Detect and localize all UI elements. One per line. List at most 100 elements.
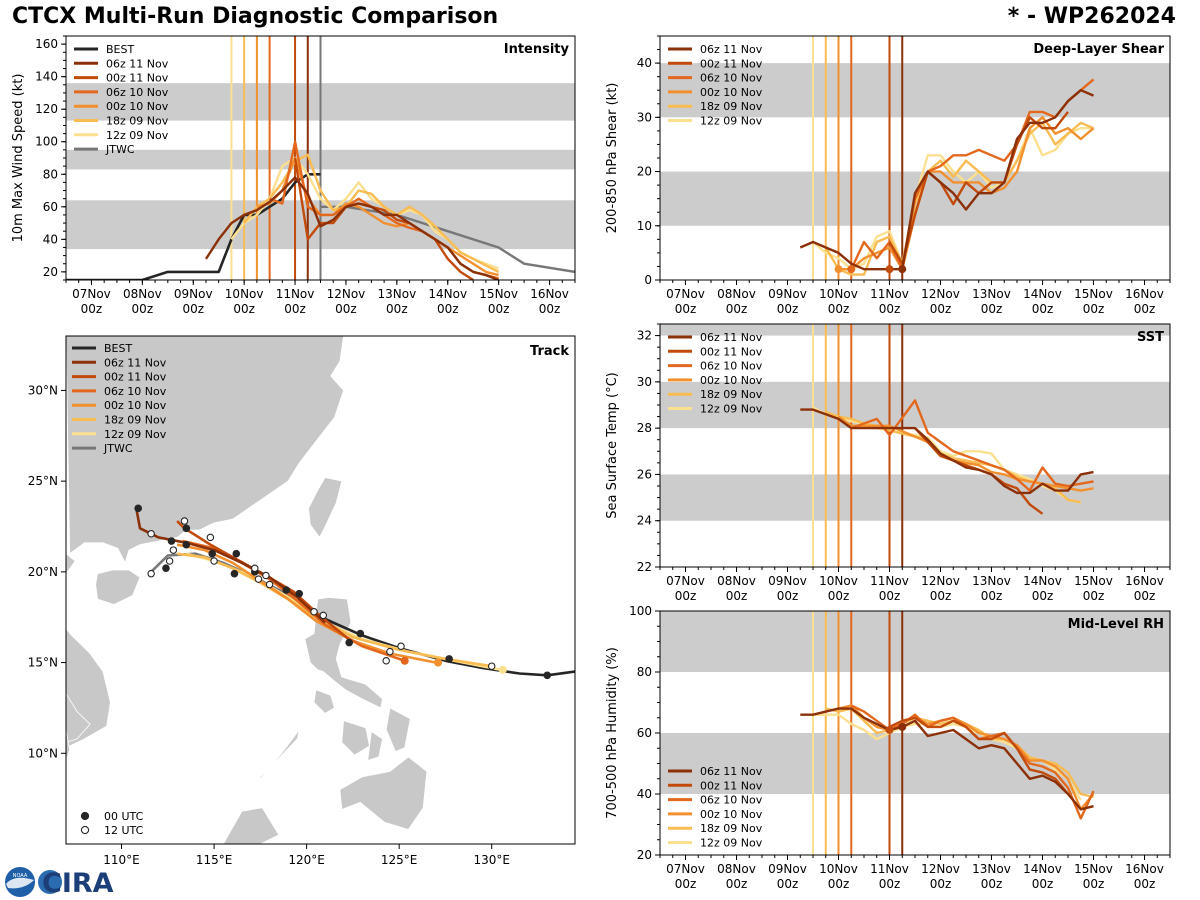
lat-tick-label: 20°N: [28, 565, 58, 579]
x-tick-label-hour: 00z: [675, 589, 697, 603]
y-tick-label: 22: [637, 560, 652, 574]
y-tick-label: 60: [43, 200, 58, 214]
point-marker-06z-11-nov: [898, 722, 907, 731]
x-tick-label-day: 14Nov: [1023, 287, 1062, 301]
x-tick-label-hour: 00z: [488, 302, 510, 316]
x-tick-label-hour: 00z: [879, 877, 901, 891]
series-line-06z-11-nov: [204, 176, 500, 280]
x-tick-label-day: 15Nov: [1074, 287, 1113, 301]
y-tick-label: 0: [644, 273, 652, 287]
track-point-00utc: [167, 537, 176, 545]
x-tick-label-hour: 00z: [777, 589, 799, 603]
x-tick-label-day: 10Nov: [819, 862, 858, 876]
x-tick-label-hour: 00z: [284, 302, 306, 316]
lat-tick-label: 15°N: [28, 656, 58, 670]
shaded-band: [660, 611, 1170, 672]
x-tick-label-hour: 00z: [930, 877, 952, 891]
track-point-12utc: [310, 608, 318, 616]
x-tick-label-hour: 00z: [1032, 877, 1054, 891]
x-tick-label-hour: 00z: [182, 302, 204, 316]
x-tick-label-hour: 00z: [777, 877, 799, 891]
legend-label-06z-10-nov: 06z 10 Nov: [700, 360, 763, 373]
x-tick-label-hour: 00z: [1134, 589, 1156, 603]
track-map-area: [66, 336, 575, 844]
legend-label-06z-11-nov: 06z 11 Nov: [700, 43, 763, 56]
marker-legend-label: 00 UTC: [104, 810, 144, 823]
track-line-18z-09-nov: [176, 552, 492, 668]
x-tick-label-hour: 00z: [930, 302, 952, 316]
track-point-00utc: [162, 564, 170, 573]
mindanao-land: [339, 756, 428, 830]
panel-title: Deep-Layer Shear: [1033, 42, 1164, 57]
series-line-06z-11-nov: [800, 707, 1094, 811]
track-point-12utc: [147, 569, 155, 578]
track-point-00utc-06z-10-nov: [400, 656, 409, 665]
track-point-12utc: [319, 611, 328, 620]
x-tick-label-hour: 00z: [726, 302, 748, 316]
x-tick-label-day: 09Nov: [174, 287, 213, 301]
legend-label-18z-09-nov: 18z 09 Nov: [104, 414, 167, 427]
panel-title: Track: [530, 344, 569, 359]
marker-legend-label: 12 UTC: [104, 824, 144, 837]
legend-label-12z-09-nov: 12z 09 Nov: [700, 403, 763, 416]
lon-tick-label: 125°E: [381, 853, 418, 867]
marker-legend-12-utc: [80, 825, 90, 835]
series-line-06z-10-nov: [850, 399, 1094, 492]
shaded-band: [660, 474, 1170, 521]
x-tick-label-hour: 00z: [1083, 589, 1105, 603]
x-tick-label-day: 14Nov: [1023, 574, 1062, 588]
y-tick-label: 100: [35, 135, 58, 149]
x-tick-label-day: 07Nov: [666, 574, 705, 588]
x-tick-label-day: 08Nov: [717, 574, 756, 588]
track-point-00utc: [230, 569, 239, 578]
y-tick-label: 80: [43, 167, 58, 181]
x-tick-label-day: 12Nov: [327, 287, 366, 301]
x-tick-label-day: 11Nov: [276, 287, 315, 301]
track-panel: 110°E 115°E 120°E 125°E 130°E 10°N 15°N 20°N 25°…: [28, 335, 576, 867]
lon-tick-label: 120°E: [288, 853, 325, 867]
x-tick-label-day: 13Nov: [972, 287, 1011, 301]
mindoro-land: [313, 689, 335, 714]
legend-label-00z-11-nov: 00z 11 Nov: [104, 371, 167, 384]
legend-label-00z-10-nov: 00z 10 Nov: [700, 86, 763, 99]
track-line-jtwc: [148, 552, 308, 608]
x-tick-label-hour: 00z: [1083, 302, 1105, 316]
borneo-land: [222, 807, 280, 844]
x-tick-label-hour: 00z: [335, 302, 357, 316]
track-point-12utc: [382, 657, 390, 665]
x-tick-label-day: 12Nov: [921, 287, 960, 301]
x-tick-label-hour: 00z: [981, 877, 1003, 891]
x-tick-label-day: 16Nov: [1125, 862, 1164, 876]
legend-label-12z-09-nov: 12z 09 Nov: [700, 115, 763, 128]
x-tick-label-day: 16Nov: [530, 287, 569, 301]
track-point-00utc-00z-10-nov: [434, 658, 443, 667]
x-tick-label-day: 10Nov: [819, 574, 858, 588]
marker-legend-00-utc: [80, 811, 90, 821]
series-line-06z-11-nov: [800, 408, 1094, 495]
x-tick-label-day: 15Nov: [1074, 862, 1113, 876]
x-tick-label-hour: 00z: [386, 302, 408, 316]
track-point-00utc: [182, 540, 191, 549]
point-marker-00z-11-nov: [885, 725, 894, 734]
x-tick-label-day: 12Nov: [921, 574, 960, 588]
track-point-12utc: [262, 571, 270, 580]
x-tick-label-hour: 00z: [1032, 589, 1054, 603]
track-point-00utc: [345, 638, 353, 647]
legend-label-06z-11-nov: 06z 11 Nov: [700, 765, 763, 778]
track-point-12utc: [397, 642, 405, 650]
x-tick-label-hour: 00z: [879, 589, 901, 603]
x-tick-label-day: 09Nov: [768, 574, 807, 588]
x-tick-label-hour: 00z: [1032, 302, 1054, 316]
x-tick-label-day: 15Nov: [1074, 574, 1113, 588]
legend-label-00z-10-nov: 00z 10 Nov: [106, 100, 169, 113]
y-tick-label: 120: [35, 102, 58, 116]
storm-id: * - WP262024: [1007, 4, 1176, 29]
x-tick-label-hour: 00z: [675, 302, 697, 316]
legend-label-06z-11-nov: 06z 11 Nov: [104, 356, 167, 369]
track-point-12utc: [169, 546, 178, 554]
track-point-12utc: [147, 530, 155, 538]
legend-label-12z-09-nov: 12z 09 Nov: [700, 837, 763, 850]
legend-label-00z-11-nov: 00z 11 Nov: [106, 72, 169, 85]
x-tick-label-hour: 00z: [437, 302, 459, 316]
deep-layer-shear-panel: 01020304007Nov00z08Nov00z09Nov00z10Nov00…: [605, 35, 1171, 316]
